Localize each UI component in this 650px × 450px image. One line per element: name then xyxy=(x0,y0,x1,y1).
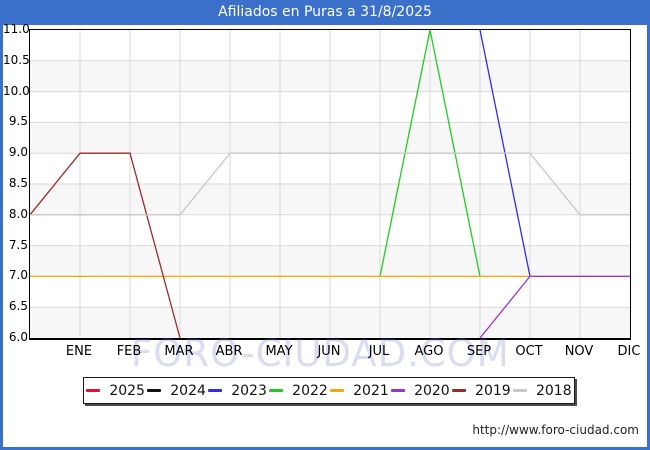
chart-title: Afiliados en Puras a 31/8/2025 xyxy=(218,4,432,20)
series-line-2018 xyxy=(30,152,630,216)
y-tick-label: 10.0 xyxy=(3,83,30,98)
y-tick-label: 9.0 xyxy=(8,145,28,160)
legend-color-dash xyxy=(452,389,467,392)
y-tick-label: 7.0 xyxy=(8,268,28,283)
x-tick-label-ene: ENE xyxy=(65,344,93,359)
legend-year-label: 2018 xyxy=(535,382,572,399)
line-chart-canvas xyxy=(30,30,630,338)
legend-item-2024: 2024 xyxy=(147,383,206,399)
legend-color-dash xyxy=(512,389,527,392)
legend-color-dash xyxy=(208,389,223,392)
x-tick-label-oct: OCT xyxy=(515,344,543,359)
legend-year-label: 2021 xyxy=(353,382,389,399)
x-tick-label-feb: FEB xyxy=(116,344,142,359)
x-tick-label-ago: AGO xyxy=(414,344,444,359)
x-tick-label-may: MAY xyxy=(265,344,293,359)
legend-year-label: 2025 xyxy=(109,382,145,399)
series-line-2020 xyxy=(479,275,630,338)
y-tick-label: 7.5 xyxy=(8,237,28,252)
legend-color-dash xyxy=(86,389,101,392)
legend-item-2019: 2019 xyxy=(452,383,511,399)
x-tick-label-dic: DIC xyxy=(617,344,641,359)
legend-year-label: 2022 xyxy=(292,382,328,399)
chart-title-bar: Afiliados en Puras a 31/8/2025 xyxy=(3,0,647,25)
y-tick-label: 8.0 xyxy=(8,206,28,221)
y-tick-label: 11.0 xyxy=(3,22,30,36)
legend-year-label: 2023 xyxy=(231,382,267,399)
legend-item-2018: 2018 xyxy=(512,382,572,399)
x-tick-label-jun: JUN xyxy=(317,344,341,359)
legend-year-label: 2019 xyxy=(475,382,511,399)
legend-color-dash xyxy=(147,389,162,392)
legend-color-dash xyxy=(330,389,345,392)
y-tick-label: 9.5 xyxy=(8,114,28,129)
legend-color-dash xyxy=(391,389,406,392)
legend-color-dash xyxy=(269,389,284,392)
series-line-2022 xyxy=(379,30,481,277)
x-tick-label-mar: MAR xyxy=(164,344,194,359)
plot-area xyxy=(29,29,631,340)
x-tick-label-abr: ABR xyxy=(215,344,243,359)
legend-item-2025: 2025 xyxy=(86,383,145,399)
y-tick-label: 10.5 xyxy=(3,52,30,67)
footer-url: http://www.foro-ciudad.com xyxy=(472,423,639,437)
legend-item-2022: 2022 xyxy=(269,383,328,399)
series-line-2019 xyxy=(30,152,181,338)
x-tick-label-jul: JUL xyxy=(368,344,390,359)
y-tick-label: 8.5 xyxy=(8,176,28,190)
x-tick-label-nov: NOV xyxy=(564,344,594,359)
legend-box: 2025 2024 2023 2022 2021 2020 2019 2018 xyxy=(83,377,575,404)
legend-year-label: 2024 xyxy=(170,382,206,399)
legend-item-2023: 2023 xyxy=(208,383,267,399)
legend-item-2021: 2021 xyxy=(330,383,389,399)
legend-item-2020: 2020 xyxy=(391,383,450,399)
y-tick-label: 6.0 xyxy=(8,330,28,344)
x-tick-label-sep: SEP xyxy=(466,344,492,359)
legend-year-label: 2020 xyxy=(414,382,450,399)
y-tick-label: 6.5 xyxy=(8,299,28,314)
